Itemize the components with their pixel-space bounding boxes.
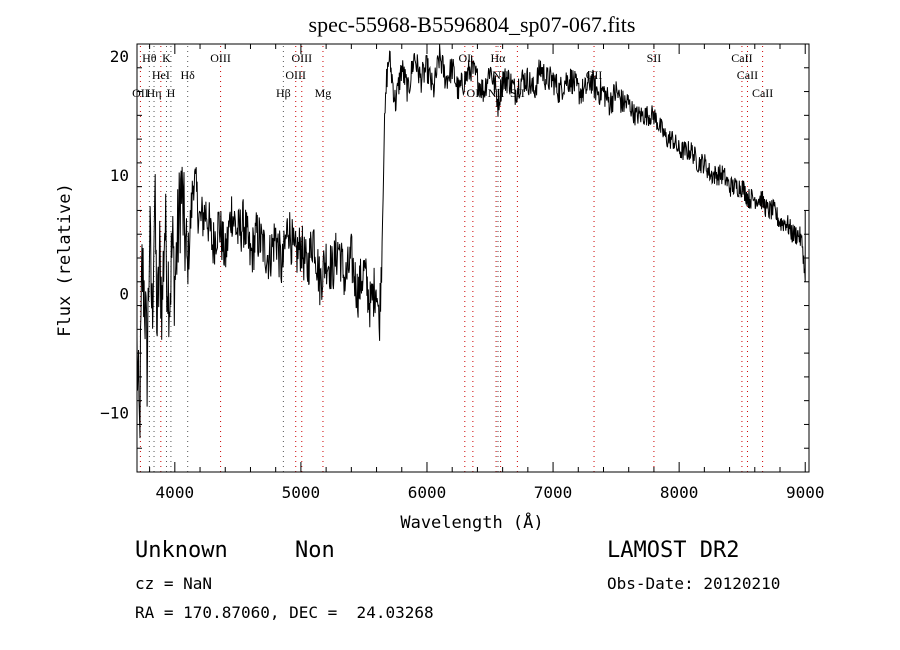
emission-line-markers xyxy=(139,46,764,472)
marker-label: K xyxy=(162,51,171,65)
x-axis-label: Wavelength (Å) xyxy=(400,511,543,533)
y-tick-label: 10 xyxy=(110,166,129,185)
marker-label: Hθ xyxy=(142,51,157,65)
marker-label: Hη xyxy=(147,86,162,100)
marker-label: OI xyxy=(458,51,471,65)
x-tick-label: 8000 xyxy=(660,483,699,502)
x-tick-label: 6000 xyxy=(408,483,447,502)
redshift-cz: cz = NaN xyxy=(135,574,213,593)
spectrum-line xyxy=(136,43,806,439)
y-axis-ticks: −10 0 10 20 xyxy=(100,47,809,473)
object-class: Unknown xyxy=(135,538,228,563)
marker-label: HeI xyxy=(152,68,170,82)
observation-date: Obs-Date: 20120210 xyxy=(607,574,781,593)
marker-label: OIII xyxy=(285,68,306,82)
chart-title: spec-55968-B5596804_sp07-067.fits xyxy=(309,12,636,37)
marker-label: Hα xyxy=(490,51,506,65)
marker-label: SII xyxy=(647,51,662,65)
marker-label: Mg xyxy=(315,86,332,100)
marker-label: CaII xyxy=(752,86,773,100)
marker-label: OII xyxy=(132,86,149,100)
marker-label: OII xyxy=(586,68,603,82)
x-tick-label: 9000 xyxy=(786,483,825,502)
marker-label: CaII xyxy=(737,68,758,82)
x-tick-label: 7000 xyxy=(534,483,573,502)
x-tick-label: 5000 xyxy=(282,483,321,502)
marker-label: CaII xyxy=(731,51,752,65)
x-axis-ticks: 4000 5000 6000 7000 8000 9000 xyxy=(149,44,825,502)
y-tick-label: −10 xyxy=(100,404,129,423)
marker-label: OI xyxy=(467,86,480,100)
marker-label: Hδ xyxy=(181,68,196,82)
object-subclass: Non xyxy=(295,538,335,563)
survey-name: LAMOST DR2 xyxy=(607,538,740,563)
y-tick-label: 20 xyxy=(110,47,129,66)
marker-label: OIII xyxy=(291,51,312,65)
coordinates: RA = 170.87060, DEC = 24.03268 xyxy=(135,603,434,622)
y-tick-label: 0 xyxy=(119,285,129,304)
marker-label: H xyxy=(167,86,176,100)
marker-label: OIII xyxy=(210,51,231,65)
x-tick-label: 4000 xyxy=(156,483,195,502)
marker-label: Hβ xyxy=(276,86,291,100)
plot-frame xyxy=(136,43,810,473)
y-axis-label: Flux (relative) xyxy=(55,183,75,337)
